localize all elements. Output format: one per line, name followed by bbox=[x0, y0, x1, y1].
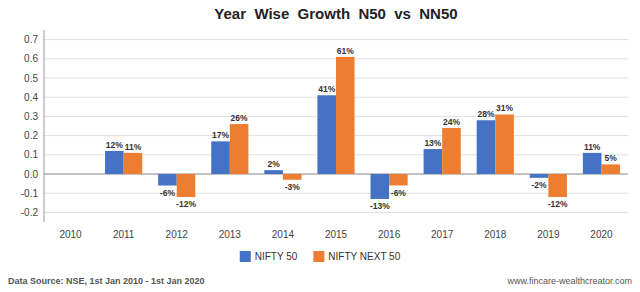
y-tick-label: -0.1 bbox=[21, 188, 39, 199]
grid bbox=[44, 40, 628, 213]
x-tick-label: 2020 bbox=[590, 229, 613, 240]
x-tick-label: 2014 bbox=[272, 229, 295, 240]
bar bbox=[264, 170, 283, 174]
bar bbox=[530, 174, 549, 178]
data-label: -2% bbox=[532, 180, 548, 190]
bar bbox=[52, 174, 71, 175]
bar bbox=[177, 174, 196, 197]
legend-label: NIFTY 50 bbox=[255, 251, 298, 262]
bar bbox=[548, 174, 567, 197]
data-label: 11% bbox=[125, 142, 142, 152]
chart: Year Wise Growth N50 vs NN50 -0.2 -0.1 0.0 0… bbox=[0, 0, 640, 292]
x-tick-label: 2017 bbox=[431, 229, 454, 240]
y-axis-line bbox=[44, 30, 45, 222]
x-tick-label: 2012 bbox=[166, 229, 189, 240]
data-label: 28% bbox=[477, 109, 494, 119]
x-tick-label: 2016 bbox=[378, 229, 401, 240]
bar bbox=[424, 149, 443, 174]
bar bbox=[371, 174, 390, 199]
x-tick-label: 2013 bbox=[219, 229, 242, 240]
y-tick-label: 0.6 bbox=[24, 53, 38, 64]
data-label: 26% bbox=[231, 113, 248, 123]
legend-label: NIFTY NEXT 50 bbox=[328, 251, 400, 262]
bar bbox=[442, 128, 461, 174]
bars bbox=[105, 57, 620, 199]
x-tick-label: 2015 bbox=[325, 229, 348, 240]
data-label: 11% bbox=[584, 142, 601, 152]
y-tick-label: 0.0 bbox=[24, 169, 38, 180]
y-tick-label: 0.4 bbox=[24, 92, 38, 103]
grid-line bbox=[44, 212, 628, 213]
y-tick-label: 0.1 bbox=[24, 149, 38, 160]
data-label: 31% bbox=[496, 103, 513, 113]
data-label: 41% bbox=[318, 84, 335, 94]
data-labels: 12% -6% 17% 2% 41% -13% 13% 28% -2% 11% 11% -12% 26%… bbox=[106, 46, 617, 211]
grid-line bbox=[44, 193, 628, 194]
y-tick-label: 0.2 bbox=[24, 130, 38, 141]
bar bbox=[71, 174, 90, 175]
data-label: 13% bbox=[424, 138, 441, 148]
bar bbox=[336, 57, 355, 174]
bar bbox=[105, 151, 124, 174]
data-label: 2% bbox=[267, 159, 280, 169]
y-tick-label: 0.7 bbox=[24, 34, 38, 45]
data-label: -6% bbox=[391, 188, 407, 198]
bar bbox=[124, 153, 143, 174]
data-label: -12% bbox=[176, 199, 196, 209]
bar bbox=[583, 153, 602, 174]
bar bbox=[317, 95, 336, 174]
data-label: 12% bbox=[106, 140, 123, 150]
data-label: -6% bbox=[160, 188, 176, 198]
bar bbox=[389, 174, 408, 186]
data-label: 61% bbox=[337, 46, 354, 56]
legend-swatch bbox=[313, 251, 324, 262]
bar bbox=[283, 174, 302, 180]
bar bbox=[601, 164, 620, 174]
y-tick-label: -0.2 bbox=[21, 207, 39, 218]
y-axis: -0.2 -0.1 0.0 0.1 0.2 0.3 0.4 0.5 0.6 0.7 bbox=[21, 30, 44, 222]
data-label: -3% bbox=[285, 182, 301, 192]
legend: NIFTY 50 NIFTY NEXT 50 bbox=[240, 251, 401, 262]
footer-note: www.fincare-wealthcreator.com bbox=[506, 276, 632, 286]
x-tick-label: 2010 bbox=[59, 229, 82, 240]
grid-line bbox=[44, 39, 628, 40]
x-tick-label: 2019 bbox=[537, 229, 560, 240]
data-label: 17% bbox=[212, 130, 229, 140]
data-label: 24% bbox=[443, 117, 460, 127]
x-axis: 2010 2011 2012 2013 2014 2015 2016 2017 2018 2019… bbox=[59, 229, 613, 240]
bar bbox=[211, 141, 230, 174]
footer-note: Data Source: NSE, 1st Jan 2010 - 1st Jan… bbox=[8, 276, 205, 286]
data-label: -12% bbox=[548, 199, 568, 209]
bar bbox=[477, 120, 496, 174]
y-tick-label: 0.3 bbox=[24, 111, 38, 122]
x-tick-label: 2011 bbox=[113, 229, 135, 240]
data-label: 5% bbox=[605, 153, 618, 163]
x-tick-label: 2018 bbox=[484, 229, 507, 240]
bar bbox=[158, 174, 177, 186]
data-label: -13% bbox=[370, 201, 390, 211]
y-tick-label: 0.5 bbox=[24, 73, 38, 84]
bar bbox=[230, 124, 249, 174]
bar bbox=[495, 114, 514, 174]
title: Year Wise Growth N50 vs NN50 bbox=[214, 5, 457, 22]
legend-swatch bbox=[240, 251, 251, 262]
